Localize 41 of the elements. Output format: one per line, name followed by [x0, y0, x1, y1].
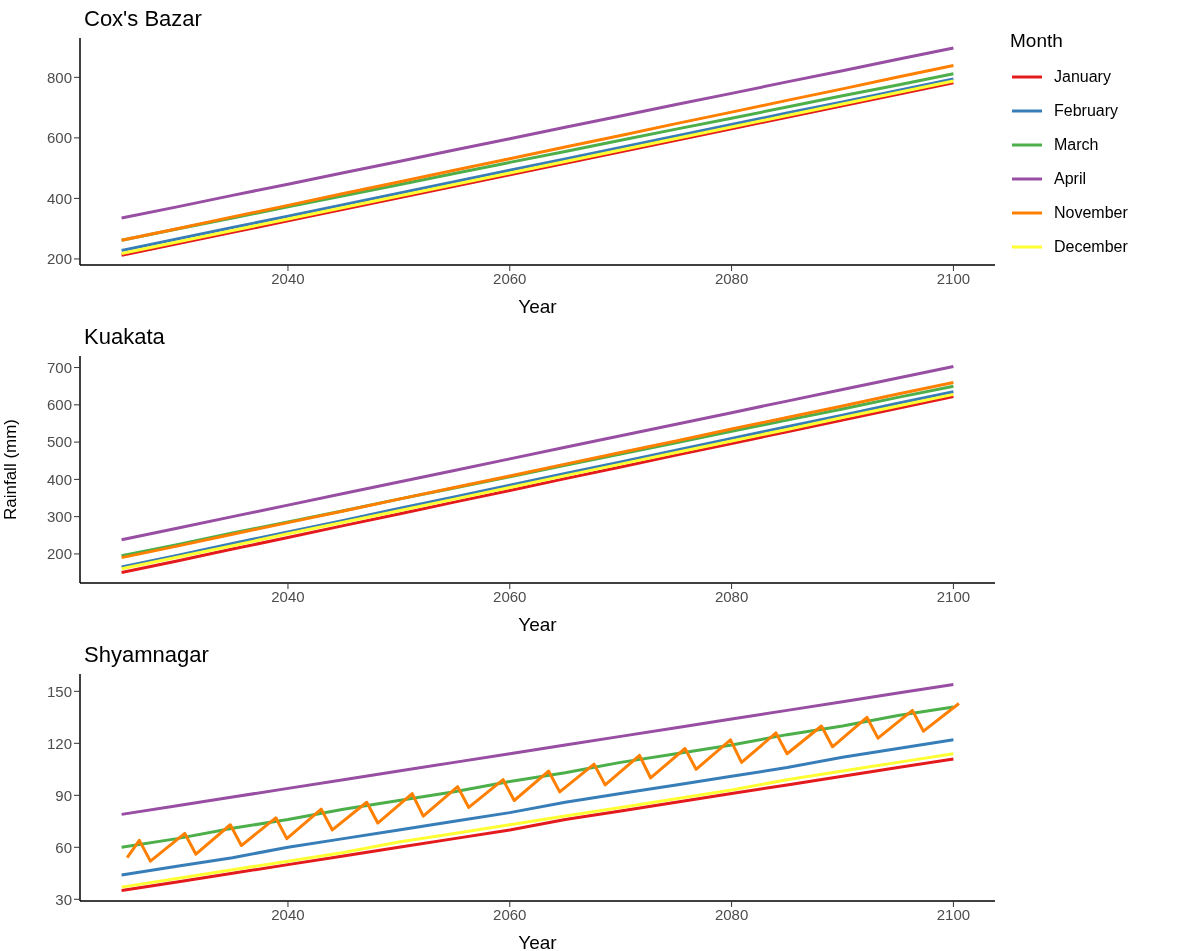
y-tick-label: 30	[55, 890, 72, 908]
chart-title: Kuakata	[84, 324, 165, 350]
x-tick-label: 2060	[493, 269, 527, 287]
x-tick-label: 2060	[493, 905, 527, 923]
y-tick-label: 150	[46, 682, 72, 700]
y-tick-label: 500	[46, 433, 72, 451]
x-tick-label: 2100	[936, 587, 971, 605]
y-tick-label: 600	[46, 129, 72, 147]
legend-label: December	[1054, 238, 1128, 256]
legend-label: January	[1054, 68, 1111, 86]
y-tick-label: 60	[55, 838, 72, 856]
x-axis-title: Year	[518, 932, 558, 951]
y-axis-title: Rainfall (mm)	[1, 418, 21, 521]
y-tick-label: 300	[46, 507, 72, 525]
legend-label: February	[1054, 102, 1119, 120]
x-axis-title: Year	[518, 614, 558, 635]
x-tick-label: 2100	[936, 269, 971, 287]
legend-label: November	[1054, 204, 1128, 222]
legend-label: March	[1054, 136, 1099, 154]
x-tick-label: 2040	[271, 905, 305, 923]
y-tick-label: 400	[46, 189, 72, 207]
legend-title: Month	[1010, 30, 1064, 52]
x-tick-label: 2040	[271, 269, 305, 287]
y-tick-label: 600	[46, 396, 72, 414]
x-axis-title: Year	[518, 296, 558, 317]
y-tick-label: 200	[46, 545, 72, 563]
x-tick-label: 2100	[936, 905, 971, 923]
x-tick-label: 2060	[493, 587, 527, 605]
y-tick-label: 90	[55, 786, 72, 804]
y-tick-label: 400	[46, 470, 72, 488]
x-tick-label: 2080	[714, 905, 749, 923]
legend-label: April	[1054, 170, 1087, 188]
chart-title: Shyamnagar	[84, 642, 209, 668]
chart-title: Cox's Bazar	[84, 6, 202, 32]
x-tick-label: 2040	[271, 587, 305, 605]
y-tick-label: 120	[46, 734, 72, 752]
x-tick-label: 2080	[714, 269, 749, 287]
x-tick-label: 2080	[714, 587, 749, 605]
y-tick-label: 200	[46, 250, 72, 268]
y-tick-label: 700	[46, 358, 72, 376]
y-tick-label: 800	[46, 68, 72, 86]
